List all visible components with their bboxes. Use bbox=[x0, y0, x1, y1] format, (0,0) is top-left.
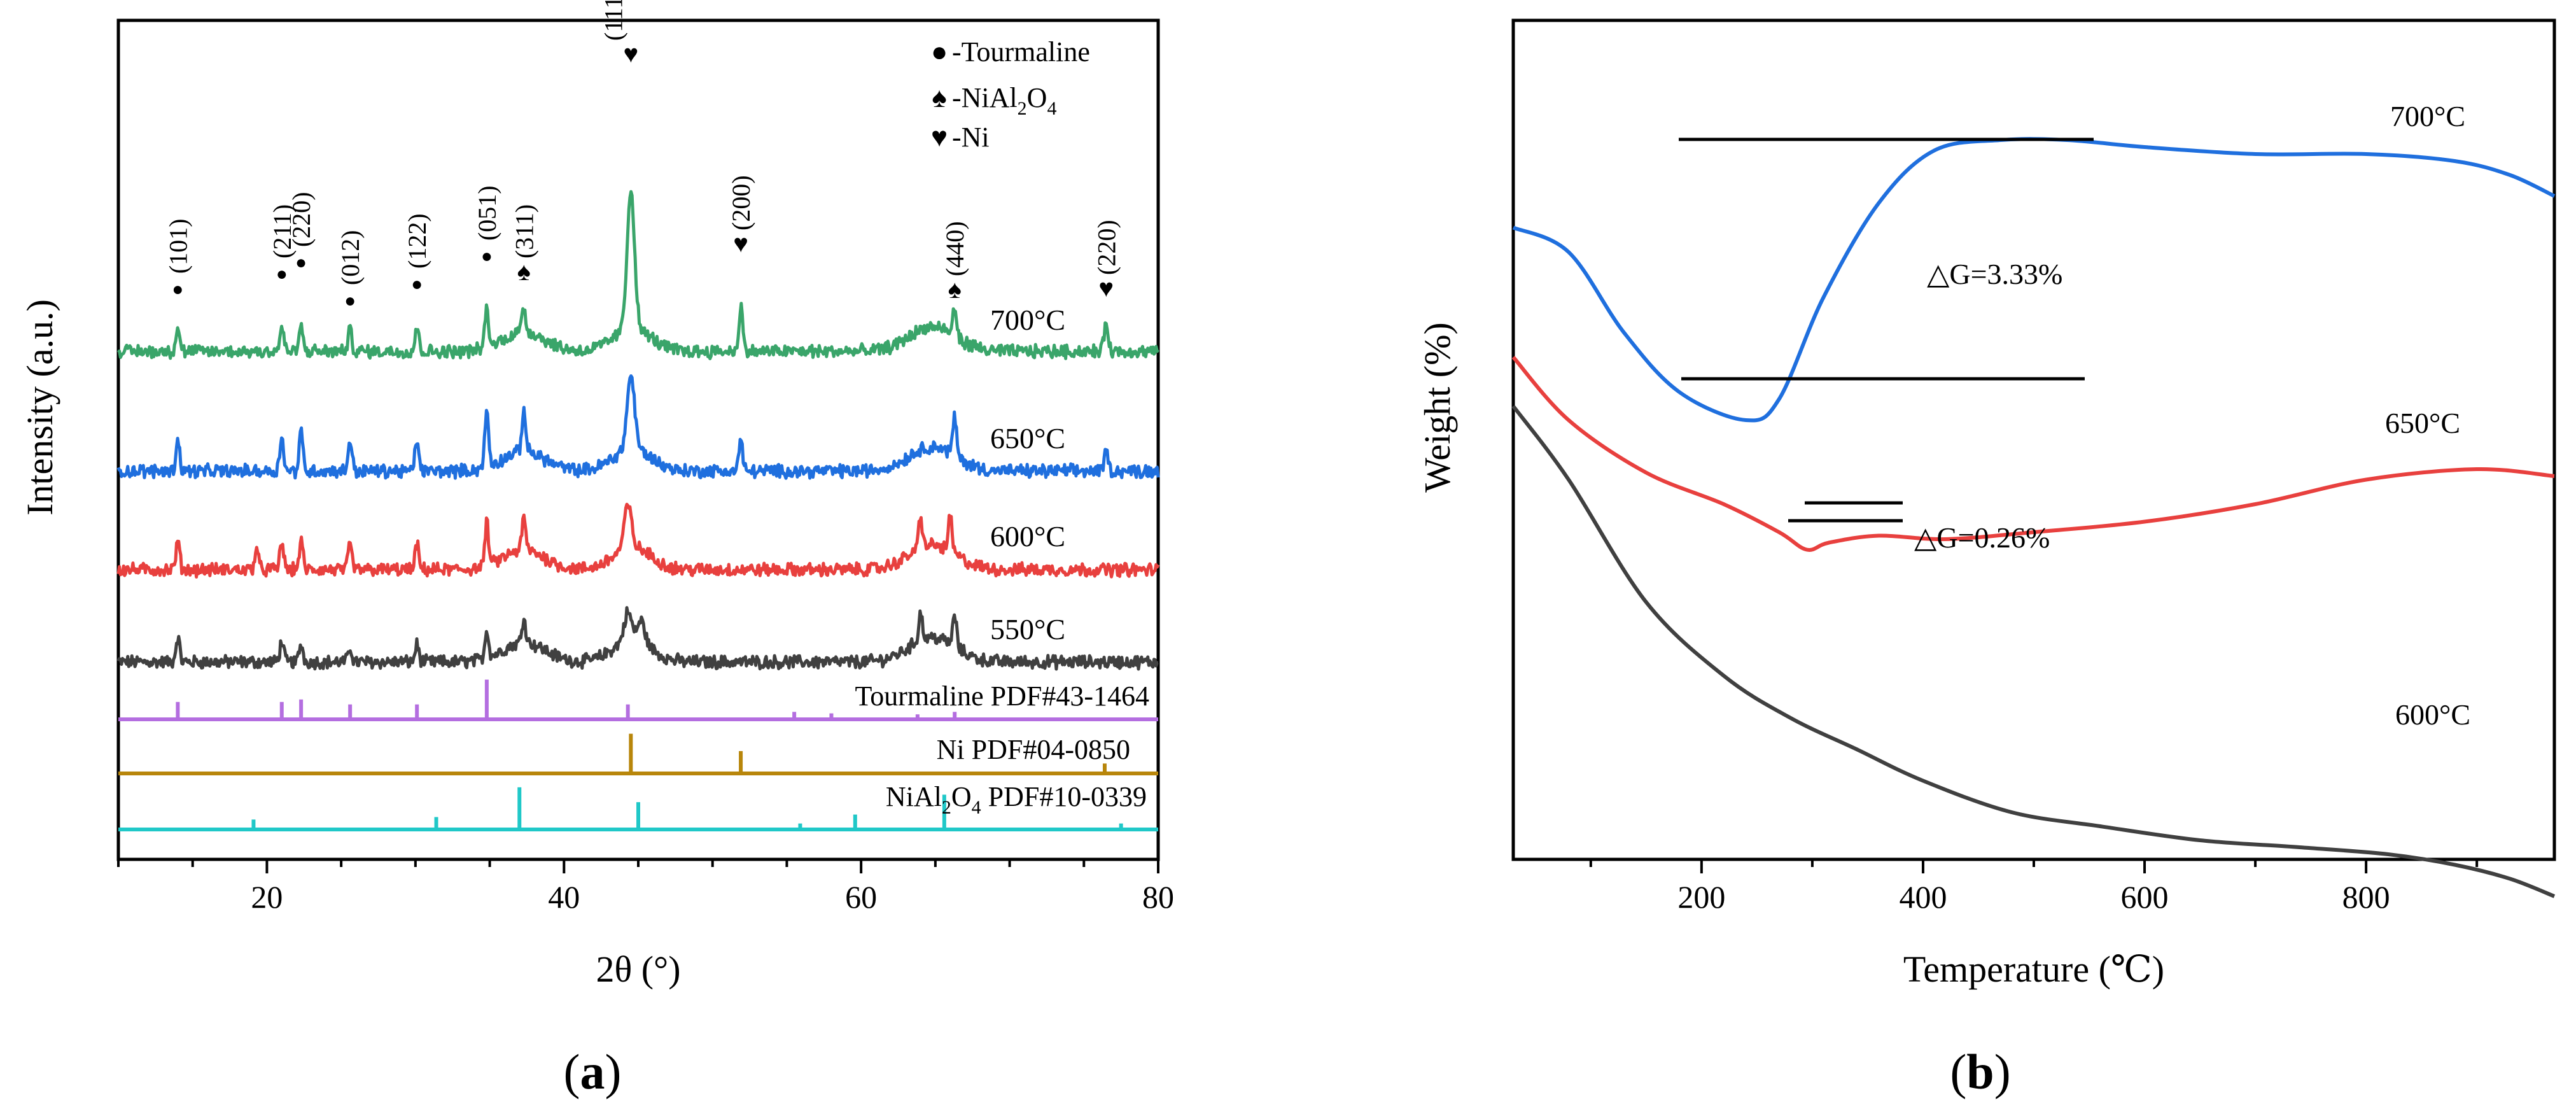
peak-annotation-0: ● (101) bbox=[164, 218, 192, 300]
peak-symbol-9: ♠ bbox=[948, 275, 962, 304]
xrd-series-group: 550°C 600°C 650°C 700°C bbox=[116, 190, 1160, 671]
tga-series-650-c bbox=[1511, 356, 2555, 552]
panel-a-label: (a) bbox=[564, 1044, 622, 1099]
legend-symbol-tourmaline: ● bbox=[931, 36, 948, 67]
peak-annotation-3: ● (012) bbox=[336, 230, 365, 311]
peak-symbol-6: ♠ bbox=[517, 257, 531, 286]
xrd-series-700-c bbox=[117, 190, 1160, 360]
xrd-series-label-650-c: 650°C bbox=[990, 422, 1065, 455]
peak-hkl-7: (111) bbox=[599, 0, 627, 41]
panel-b-label: (b) bbox=[1950, 1044, 2010, 1099]
peak-hkl-2: (220) bbox=[287, 192, 316, 247]
xrd-series-550-c bbox=[116, 606, 1159, 671]
tga-tick-label-400: 400 bbox=[1899, 879, 1947, 915]
peak-annotation-8: ♥(200) bbox=[727, 175, 755, 258]
tga-x-ticks: 200 400 600 800 bbox=[1589, 859, 2479, 915]
xrd-series-label-550-c: 550°C bbox=[990, 613, 1065, 645]
peak-hkl-8: (200) bbox=[727, 175, 755, 230]
xrd-y-axis-label: Intensity (a.u.) bbox=[19, 299, 60, 516]
peak-annotation-4: ● (122) bbox=[403, 213, 431, 295]
peak-hkl-10: (220) bbox=[1092, 220, 1121, 275]
xrd-x-ticks: 20 40 60 80 bbox=[117, 859, 1174, 915]
peak-hkl-3: (012) bbox=[336, 230, 365, 285]
xrd-tick-label-60: 60 bbox=[845, 879, 877, 915]
delta-g-700-annotation: △G=3.33% bbox=[1679, 137, 2094, 381]
peak-annotation-10: ♥(220) bbox=[1092, 220, 1121, 302]
legend-label-tourmaline: -Tourmaline bbox=[952, 36, 1090, 67]
tga-plot-frame bbox=[1511, 18, 2556, 861]
peak-annotation-6: ♠(311) bbox=[510, 204, 538, 286]
peak-hkl-9: (440) bbox=[941, 221, 969, 276]
peak-symbol-7: ♥ bbox=[623, 39, 638, 68]
tga-series-700-c bbox=[1512, 137, 2556, 423]
peak-annotation-7: ♥(111) bbox=[599, 0, 638, 68]
tga-tick-label-800: 800 bbox=[2342, 879, 2390, 915]
ref-label-ni: Ni PDF#04-0850 bbox=[937, 734, 1130, 765]
peak-annotation-5: ● (051) bbox=[473, 185, 501, 267]
legend-entry-ni: ♥ -Ni bbox=[931, 122, 990, 153]
xrd-x-axis-label: 2θ (°) bbox=[596, 948, 680, 990]
tga-series-label-600-c: 600°C bbox=[2395, 698, 2470, 731]
tga-series-group: 700°C 650°C 600°C bbox=[1511, 100, 2556, 898]
xrd-legend: ● -Tourmaline ♠ -NiAl2O4 ♥ -Ni bbox=[931, 36, 1090, 153]
peak-annotation-9: ♠(440) bbox=[941, 221, 969, 304]
tga-x-axis-label: Temperature (℃) bbox=[1903, 948, 2164, 990]
xrd-tick-label-80: 80 bbox=[1142, 879, 1174, 915]
peak-symbol-10: ♥ bbox=[1098, 274, 1114, 302]
xrd-tick-label-20: 20 bbox=[251, 879, 283, 915]
peak-annotation-1: ● (211) bbox=[268, 204, 297, 285]
legend-symbol-nial2o4: ♠ bbox=[932, 82, 946, 113]
peak-symbol-2: ● bbox=[295, 252, 307, 273]
ref-label-nial2o4: NiAl2O4 PDF#10-0339 bbox=[886, 781, 1147, 818]
xrd-tick-label-40: 40 bbox=[548, 879, 580, 915]
legend-entry-tourmaline: ● -Tourmaline bbox=[931, 36, 1090, 67]
tga-series-600-c bbox=[1511, 405, 2556, 898]
xrd-peak-annotations: ●(101)●(211)●(220)●(012) ●(122) ●(051)♠(31… bbox=[164, 0, 1121, 311]
xrd-series-600-c bbox=[116, 502, 1160, 579]
peak-symbol-5: ● bbox=[481, 246, 493, 267]
xrd-reference-group: Tourmaline PDF#43-1464 Ni PDF#04-0850 NiAl… bbox=[118, 679, 1158, 831]
xrd-series-label-700-c: 700°C bbox=[990, 304, 1065, 336]
delta-g-650-annotation: △G=0.26% bbox=[1788, 501, 2050, 554]
xrd-series-650-c bbox=[116, 374, 1160, 480]
ref-label-tourmaline: Tourmaline PDF#43-1464 bbox=[855, 680, 1149, 712]
legend-entry-nial2o4: ♠ -NiAl2O4 bbox=[932, 82, 1056, 119]
tga-series-label-650-c: 650°C bbox=[2385, 407, 2460, 439]
delta-g-650-text: △G=0.26% bbox=[1914, 521, 2050, 554]
peak-annotation-2: ● (220) bbox=[287, 192, 316, 273]
delta-g-700-text: △G=3.33% bbox=[1927, 258, 2062, 290]
tga-tick-label-200: 200 bbox=[1677, 879, 1725, 915]
peak-hkl-6: (311) bbox=[510, 204, 538, 258]
peak-hkl-0: (101) bbox=[164, 218, 192, 274]
legend-label-nial2o4: -NiAl2O4 bbox=[952, 82, 1056, 119]
peak-hkl-5: (051) bbox=[473, 185, 501, 241]
peak-symbol-1: ● bbox=[276, 264, 288, 285]
xrd-series-label-600-c: 600°C bbox=[990, 520, 1065, 553]
tga-chart: 700°C 650°C 600°C 200 400 600 800 △G=3.33% △G… bbox=[1417, 18, 2556, 990]
legend-label-ni: -Ni bbox=[952, 122, 990, 153]
tga-tick-label-600: 600 bbox=[2121, 879, 2169, 915]
peak-symbol-8: ♥ bbox=[733, 229, 748, 258]
xrd-chart: 550°C 600°C 650°C 700°C Tourmaline PDF#43-1… bbox=[19, 0, 1174, 990]
peak-symbol-4: ● bbox=[411, 274, 423, 295]
peak-symbol-3: ● bbox=[344, 290, 356, 311]
tga-y-axis-label: Weight (%) bbox=[1417, 322, 1458, 493]
legend-symbol-ni: ♥ bbox=[931, 122, 948, 153]
peak-hkl-4: (122) bbox=[403, 213, 431, 269]
tga-series-label-700-c: 700°C bbox=[2390, 100, 2465, 132]
peak-symbol-0: ● bbox=[172, 279, 183, 300]
peak-hkl-1: (211) bbox=[268, 204, 297, 258]
